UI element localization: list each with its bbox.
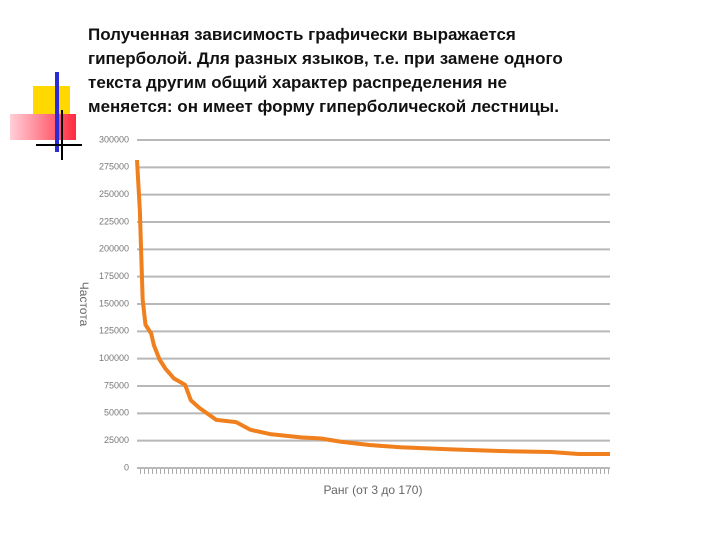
y-tick-label: 100000 xyxy=(99,353,129,363)
y-tick-label: 225000 xyxy=(99,216,129,226)
slide-text: Полученная зависимость графически выража… xyxy=(88,25,516,44)
x-axis-title: Ранг (от 3 до 170) xyxy=(324,483,423,497)
y-tick-label: 125000 xyxy=(99,326,129,336)
data-line xyxy=(135,159,610,457)
slide-text: меняется: он имеет форму гиперболической… xyxy=(88,97,559,116)
y-tick-label: 175000 xyxy=(99,271,129,281)
y-axis-title: Частота xyxy=(77,282,91,327)
y-tick-label: 50000 xyxy=(104,408,129,418)
y-tick-label: 200000 xyxy=(99,244,129,254)
y-tick-label: 250000 xyxy=(99,189,129,199)
slide-text: гиперболой. Для разных языков, т.е. при … xyxy=(88,49,563,68)
y-tick-label: 275000 xyxy=(99,162,129,172)
y-tick-label: 0 xyxy=(124,462,129,472)
x-axis-minor-ticks xyxy=(137,468,610,474)
y-tick-label: 300000 xyxy=(99,134,129,144)
y-tick-label: 25000 xyxy=(104,435,129,445)
decoration xyxy=(10,72,82,160)
y-tick-label: 150000 xyxy=(99,298,129,308)
y-tick-label: 75000 xyxy=(104,380,129,390)
slide-text: текста другим общий характер распределен… xyxy=(88,73,507,92)
